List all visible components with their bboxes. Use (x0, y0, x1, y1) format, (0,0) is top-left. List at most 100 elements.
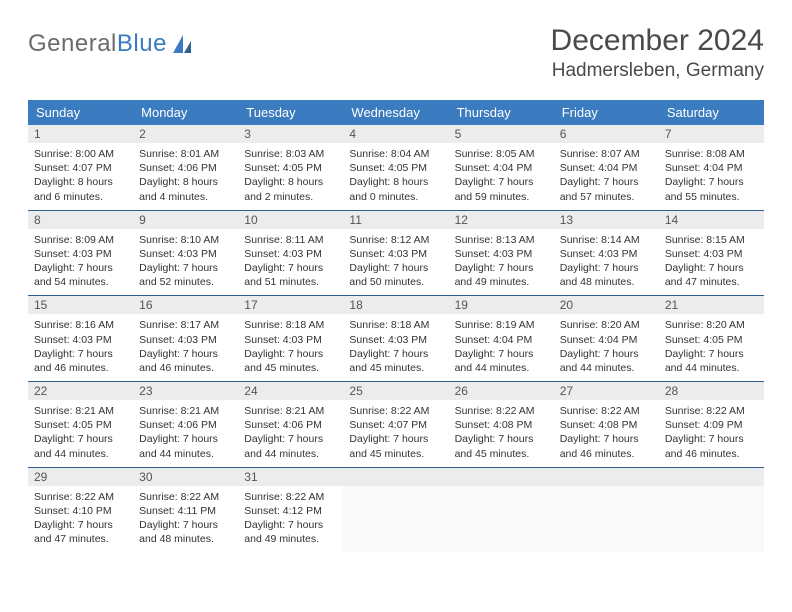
daylight-text: and 59 minutes. (455, 190, 548, 204)
daylight-text: Daylight: 7 hours (455, 175, 548, 189)
sunrise-text: Sunrise: 8:08 AM (665, 147, 758, 161)
week-row: 29 Sunrise: 8:22 AMSunset: 4:10 PM Dayligh… (28, 467, 764, 553)
daylight-text: and 54 minutes. (34, 275, 127, 289)
sunrise-text: Sunrise: 8:00 AM (34, 147, 127, 161)
sunset-text: Sunset: 4:04 PM (560, 161, 653, 175)
day-cell: 22Sunrise: 8:21 AMSunset: 4:05 PMDayligh… (28, 382, 133, 467)
sunrise-text: Sunrise: 8:09 AM (34, 233, 127, 247)
daylight-text: Daylight: 7 hours (244, 518, 337, 532)
day-number: 28 (659, 382, 764, 400)
sunset-text: Sunset: 4:03 PM (34, 333, 127, 347)
daylight-text: Daylight: 7 hours (34, 261, 127, 275)
daylight-text: and 44 minutes. (560, 361, 653, 375)
daylight-text: and 46 minutes. (560, 447, 653, 461)
day-cell: 9Sunrise: 8:10 AMSunset: 4:03 PMDaylight… (133, 211, 238, 296)
day-cell: 4Sunrise: 8:04 AMSunset: 4:05 PMDaylight… (343, 125, 448, 210)
sunrise-text: Sunrise: 8:07 AM (560, 147, 653, 161)
day-number: 7 (659, 125, 764, 143)
day-number: 4 (343, 125, 448, 143)
logo: GeneralBlue (28, 24, 193, 58)
daylight-text: Daylight: 8 hours (244, 175, 337, 189)
sunset-text: Sunset: 4:08 PM (455, 418, 548, 432)
daylight-text: and 46 minutes. (34, 361, 127, 375)
day-number: 16 (133, 296, 238, 314)
daylight-text: Daylight: 7 hours (139, 432, 232, 446)
daylight-text: Daylight: 7 hours (139, 261, 232, 275)
day-number-empty (659, 468, 764, 486)
day-cell: 16Sunrise: 8:17 AMSunset: 4:03 PMDayligh… (133, 296, 238, 381)
day-number: 19 (449, 296, 554, 314)
daylight-text: Daylight: 7 hours (244, 347, 337, 361)
day-cell: 24Sunrise: 8:21 AMSunset: 4:06 PMDayligh… (238, 382, 343, 467)
daylight-text: Daylight: 7 hours (455, 261, 548, 275)
sunrise-text: Sunrise: 8:18 AM (244, 318, 337, 332)
sunset-text: Sunset: 4:04 PM (560, 333, 653, 347)
daylight-text: and 49 minutes. (455, 275, 548, 289)
sunset-text: Sunset: 4:10 PM (34, 504, 127, 518)
day-number: 30 (133, 468, 238, 486)
daylight-text: and 44 minutes. (455, 361, 548, 375)
sunrise-text: Sunrise: 8:13 AM (455, 233, 548, 247)
day-number: 2 (133, 125, 238, 143)
daylight-text: Daylight: 7 hours (560, 261, 653, 275)
daylight-text: and 45 minutes. (455, 447, 548, 461)
sunrise-text: Sunrise: 8:16 AM (34, 318, 127, 332)
empty-cell (554, 468, 659, 553)
day-header: Saturday (659, 100, 764, 125)
sunset-text: Sunset: 4:05 PM (244, 161, 337, 175)
sunrise-text: Sunrise: 8:19 AM (455, 318, 548, 332)
daylight-text: and 50 minutes. (349, 275, 442, 289)
calendar: Sunday Monday Tuesday Wednesday Thursday… (28, 100, 764, 552)
sunrise-text: Sunrise: 8:11 AM (244, 233, 337, 247)
page-header: GeneralBlue December 2024 Hadmersleben, … (28, 24, 764, 82)
location: Hadmersleben, Germany (551, 60, 764, 82)
day-number: 29 (28, 468, 133, 486)
daylight-text: Daylight: 7 hours (349, 261, 442, 275)
sunset-text: Sunset: 4:04 PM (665, 161, 758, 175)
day-cell: 30Sunrise: 8:22 AMSunset: 4:11 PMDayligh… (133, 468, 238, 553)
day-header: Friday (554, 100, 659, 125)
day-number: 21 (659, 296, 764, 314)
daylight-text: and 44 minutes. (34, 447, 127, 461)
day-number: 5 (449, 125, 554, 143)
sunset-text: Sunset: 4:06 PM (244, 418, 337, 432)
daylight-text: and 4 minutes. (139, 190, 232, 204)
daylight-text: and 48 minutes. (560, 275, 653, 289)
daylight-text: and 48 minutes. (139, 532, 232, 546)
daylight-text: and 44 minutes. (665, 361, 758, 375)
daylight-text: and 44 minutes. (139, 447, 232, 461)
daylight-text: Daylight: 7 hours (665, 175, 758, 189)
sunrise-text: Sunrise: 8:22 AM (349, 404, 442, 418)
day-number: 13 (554, 211, 659, 229)
daylight-text: and 2 minutes. (244, 190, 337, 204)
day-number: 26 (449, 382, 554, 400)
day-number-empty (449, 468, 554, 486)
daylight-text: Daylight: 7 hours (139, 518, 232, 532)
daylight-text: and 46 minutes. (139, 361, 232, 375)
day-number: 14 (659, 211, 764, 229)
day-cell: 29Sunrise: 8:22 AMSunset: 4:10 PMDayligh… (28, 468, 133, 553)
sunset-text: Sunset: 4:11 PM (139, 504, 232, 518)
day-cell: 12 Sunrise: 8:13 AMSunset: 4:03 PMDayligh… (449, 211, 554, 296)
logo-sail-icon (171, 33, 193, 55)
day-number: 24 (238, 382, 343, 400)
sunset-text: Sunset: 4:03 PM (455, 247, 548, 261)
day-number: 12 (449, 211, 554, 229)
day-number: 27 (554, 382, 659, 400)
day-cell: 6Sunrise: 8:07 AMSunset: 4:04 PMDaylight… (554, 125, 659, 210)
sunrise-text: Sunrise: 8:22 AM (560, 404, 653, 418)
daylight-text: Daylight: 8 hours (34, 175, 127, 189)
daylight-text: Daylight: 7 hours (455, 347, 548, 361)
sunrise-text: Sunrise: 8:20 AM (560, 318, 653, 332)
day-cell: 26Sunrise: 8:22 AMSunset: 4:08 PMDayligh… (449, 382, 554, 467)
sunrise-text: Sunrise: 8:22 AM (34, 490, 127, 504)
daylight-text: Daylight: 7 hours (560, 432, 653, 446)
sunset-text: Sunset: 4:06 PM (139, 418, 232, 432)
sunset-text: Sunset: 4:06 PM (139, 161, 232, 175)
daylight-text: and 47 minutes. (665, 275, 758, 289)
day-number: 22 (28, 382, 133, 400)
daylight-text: Daylight: 8 hours (349, 175, 442, 189)
day-cell: 11Sunrise: 8:12 AMSunset: 4:03 PMDayligh… (343, 211, 448, 296)
week-row: 8Sunrise: 8:09 AMSunset: 4:03 PMDaylight… (28, 210, 764, 296)
day-number: 6 (554, 125, 659, 143)
